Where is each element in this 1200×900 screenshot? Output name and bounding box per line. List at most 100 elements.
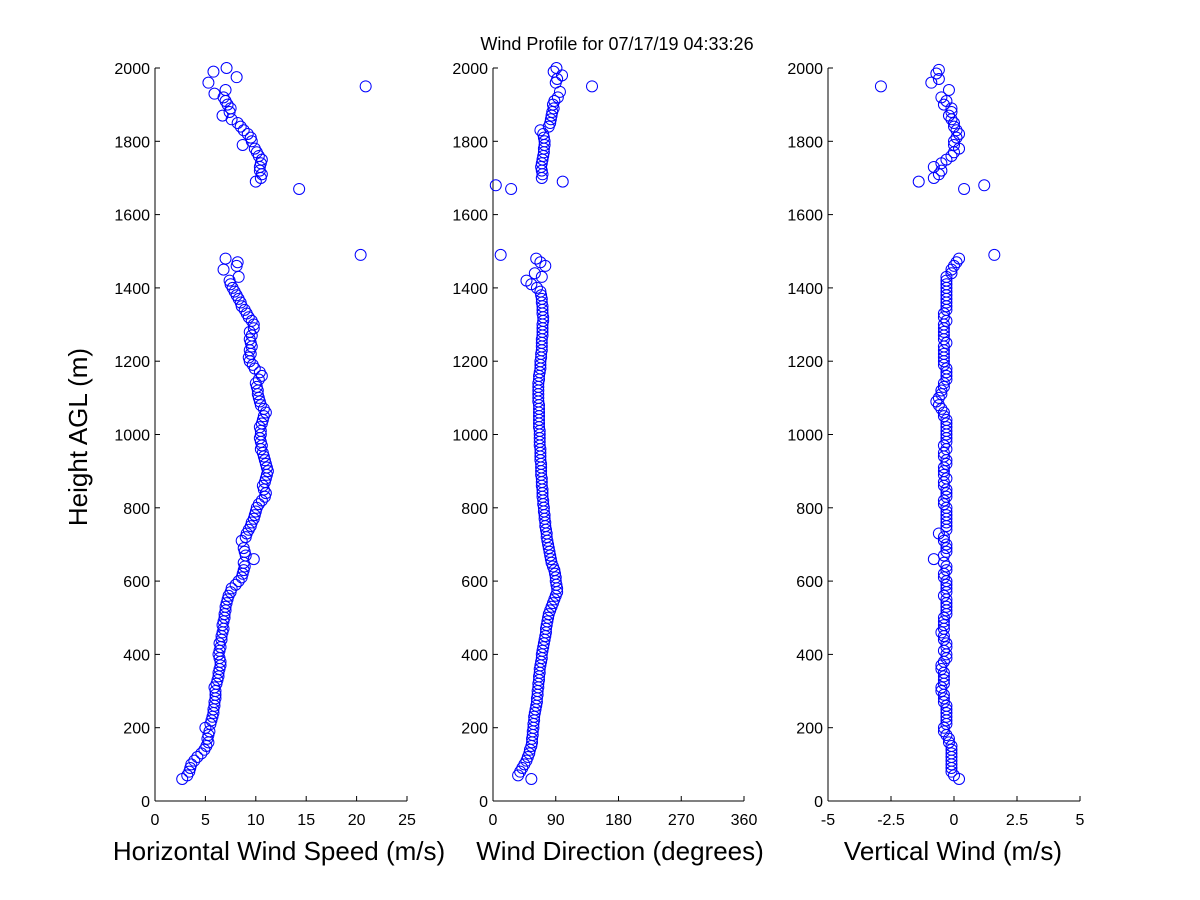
data-point — [547, 102, 560, 115]
data-point — [225, 582, 238, 595]
y-tick-label: 400 — [796, 647, 823, 664]
y-tick-label: 1200 — [114, 354, 150, 371]
data-point — [940, 314, 953, 327]
data-point — [940, 564, 953, 577]
y-tick-label: 200 — [461, 721, 488, 738]
data-point — [940, 505, 953, 518]
data-point — [235, 300, 248, 313]
data-point — [235, 571, 248, 584]
data-point — [230, 259, 243, 272]
data-point — [551, 91, 564, 104]
y-tick-label: 1800 — [452, 134, 488, 151]
data-point — [958, 182, 971, 195]
data-point — [217, 263, 230, 276]
data-point — [945, 747, 958, 760]
data-point — [534, 256, 547, 269]
x-axis-label-vertical: Vertical Wind (m/s) — [844, 836, 1062, 866]
y-tick-label: 1400 — [452, 281, 488, 298]
data-point — [937, 307, 950, 320]
data-point — [202, 76, 215, 89]
x-tick-label: -5 — [821, 812, 835, 829]
data-point — [494, 248, 507, 261]
data-point — [238, 560, 251, 573]
data-point — [549, 567, 562, 580]
data-point — [230, 71, 243, 84]
data-point — [940, 362, 953, 375]
x-tick-label: 5 — [1076, 812, 1085, 829]
data-point — [940, 366, 953, 379]
data-point — [224, 586, 237, 599]
data-point — [210, 677, 223, 690]
data-point — [930, 395, 943, 408]
data-point — [978, 179, 991, 192]
data-point — [219, 83, 232, 96]
y-tick-label: 200 — [123, 721, 150, 738]
data-point — [937, 377, 950, 390]
data-point — [216, 109, 229, 122]
data-point — [953, 127, 966, 140]
data-point — [205, 714, 218, 727]
data-point — [252, 498, 265, 511]
data-point — [250, 380, 263, 393]
data-point — [948, 120, 960, 133]
data-point — [257, 450, 270, 463]
data-point — [940, 637, 953, 650]
data-point — [255, 417, 268, 430]
data-point — [937, 615, 950, 628]
x-tick-label: 270 — [668, 812, 695, 829]
x-tick-label: 0 — [950, 812, 959, 829]
y-tick-label: 800 — [461, 501, 488, 518]
data-point — [874, 80, 887, 93]
data-point — [259, 457, 272, 470]
x-tick-label: 360 — [731, 812, 758, 829]
data-point — [940, 729, 953, 742]
data-point — [940, 509, 953, 522]
data-point — [551, 72, 564, 85]
y-tick-label: 1600 — [787, 208, 823, 225]
data-point — [249, 377, 262, 390]
data-point — [542, 611, 555, 624]
data-point — [539, 259, 552, 272]
data-point — [942, 736, 955, 749]
y-tick-label: 400 — [461, 647, 488, 664]
data-point — [932, 399, 945, 412]
y-tick-label: 1000 — [452, 428, 488, 445]
data-point — [935, 384, 948, 397]
data-point — [937, 498, 950, 511]
data-point — [249, 505, 262, 518]
data-point — [935, 402, 948, 415]
data-point — [942, 83, 955, 96]
y-axis-label: Height AGL (m) — [63, 348, 93, 526]
y-tick-label: 0 — [814, 794, 823, 811]
data-point — [248, 142, 261, 155]
data-point — [505, 182, 518, 195]
data-point — [523, 747, 536, 760]
data-point — [207, 65, 220, 78]
data-point — [912, 175, 925, 188]
data-point — [937, 446, 950, 459]
data-point — [183, 765, 196, 778]
y-tick-label: 2000 — [452, 61, 488, 78]
data-point — [937, 347, 950, 360]
data-point — [935, 91, 948, 104]
x-tick-label: 5 — [201, 812, 210, 829]
data-point — [937, 410, 950, 423]
data-point — [252, 373, 265, 386]
data-point — [935, 164, 948, 177]
data-point — [237, 124, 250, 137]
data-point — [237, 556, 250, 569]
x-tick-label: 20 — [348, 812, 366, 829]
data-point — [937, 655, 950, 668]
data-point — [937, 674, 950, 687]
data-point — [237, 542, 250, 555]
data-point — [245, 314, 258, 327]
data-point — [220, 597, 233, 610]
y-tick-label: 400 — [123, 647, 150, 664]
y-tick-label: 600 — [796, 574, 823, 591]
data-point — [259, 472, 272, 485]
x-tick-label: 2.5 — [1006, 812, 1028, 829]
panel-speed: Horizontal Wind Speed (m/s) 020040060080… — [113, 61, 445, 866]
panel-vertical: Vertical Wind (m/s) 0 200 400 600 800 1000 120… — [787, 61, 1084, 866]
data-point — [945, 267, 958, 280]
data-point — [937, 465, 950, 478]
